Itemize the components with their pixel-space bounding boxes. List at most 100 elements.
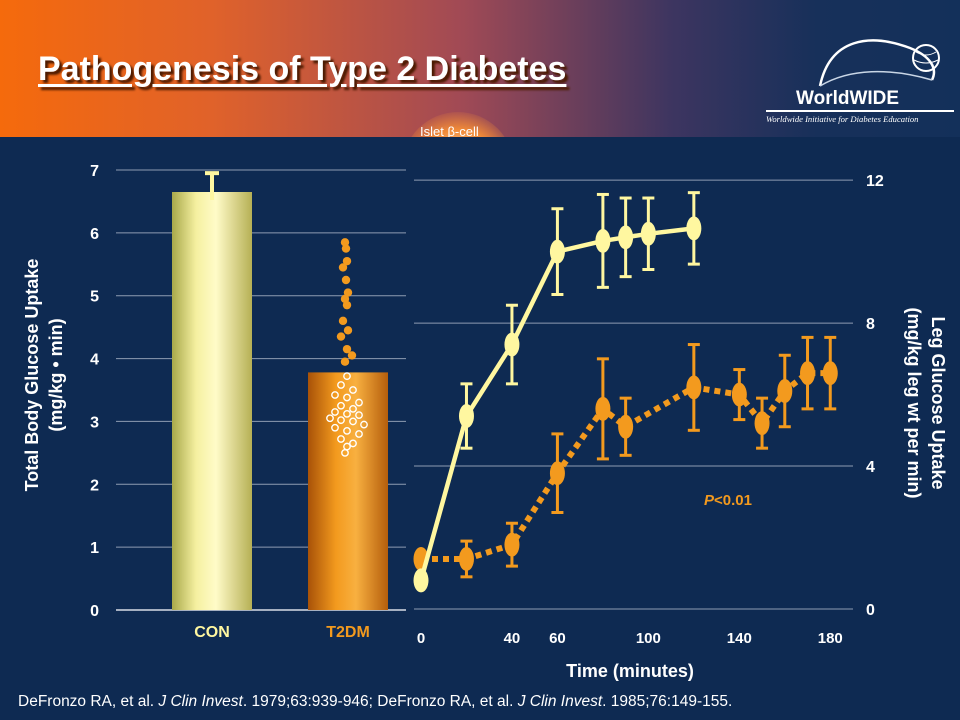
line-x-tick-label: 100 bbox=[636, 630, 661, 647]
t2dm-point-filled bbox=[347, 351, 357, 360]
bar-y-tick-label: 3 bbox=[90, 414, 99, 431]
bar-y-tick-label: 6 bbox=[90, 226, 99, 243]
t2dm-point-filled bbox=[343, 326, 353, 335]
citation: DeFronzo RA, et al. J Clin Invest. 1979;… bbox=[18, 693, 732, 711]
series-point bbox=[731, 382, 747, 407]
bar-category-label: CON bbox=[194, 624, 230, 641]
t2dm-point-open bbox=[349, 404, 357, 413]
citation-journal-1: J Clin Invest bbox=[158, 693, 243, 710]
citation-journal-2: J Clin Invest bbox=[517, 693, 603, 710]
t2dm-point-open bbox=[343, 409, 351, 418]
bar-t2dm bbox=[308, 372, 388, 610]
series-point bbox=[686, 216, 702, 241]
bar-y-tick-label: 4 bbox=[90, 352, 99, 369]
line-chart-gridlines bbox=[414, 179, 853, 610]
t2dm-point-open bbox=[343, 372, 351, 381]
bar-y-tick-label: 7 bbox=[90, 163, 99, 180]
series-point bbox=[754, 411, 770, 436]
series-t2dm bbox=[413, 335, 838, 579]
series-point bbox=[618, 225, 634, 250]
t2dm-point-open bbox=[331, 408, 339, 416]
t2dm-point-filled bbox=[338, 263, 348, 272]
t2dm-point-open bbox=[343, 393, 351, 402]
series-point bbox=[458, 404, 474, 429]
slide-title: Pathogenesis of Type 2 Diabetes bbox=[38, 50, 567, 88]
t2dm-point-open bbox=[326, 414, 334, 423]
line-x-tick-label: 60 bbox=[549, 630, 566, 647]
line-x-tick-label: 0 bbox=[417, 630, 425, 647]
line-y-tick-label: 12 bbox=[866, 173, 884, 190]
t2dm-point-open bbox=[337, 416, 345, 425]
series-con bbox=[413, 191, 702, 593]
p-value-annotation: P<0.01 bbox=[704, 492, 752, 509]
logo-tagline: Worldwide Initiative for Diabetes Educat… bbox=[766, 114, 919, 124]
t2dm-point-filled bbox=[340, 238, 350, 247]
p-value-rest: <0.01 bbox=[714, 492, 752, 509]
islet-badge-label: Islet β-cell bbox=[420, 124, 479, 139]
series-point bbox=[800, 361, 816, 386]
citation-part-3: . 1985;76:149-155. bbox=[602, 693, 733, 710]
t2dm-point-filled bbox=[340, 357, 350, 366]
t2dm-point-filled bbox=[341, 244, 351, 253]
worldwide-logo-icon bbox=[818, 39, 940, 87]
citation-part-1: DeFronzo RA, et al. bbox=[18, 693, 159, 710]
series-point bbox=[549, 239, 565, 264]
t2dm-point-filled bbox=[342, 256, 352, 266]
p-value-italic: P bbox=[704, 492, 715, 509]
t2dm-point-open bbox=[341, 448, 349, 457]
citation-part-2: . 1979;63:939-946; DeFronzo RA, et al. bbox=[242, 693, 518, 710]
t2dm-point-open bbox=[331, 423, 339, 432]
series-line bbox=[421, 370, 831, 562]
t2dm-point-open bbox=[331, 391, 339, 399]
t2dm-point-filled bbox=[342, 300, 352, 310]
line-y-axis-title: Leg Glucose Uptake(mg/kg leg wt per min) bbox=[904, 307, 948, 498]
t2dm-point-open bbox=[337, 435, 345, 443]
t2dm-point-filled bbox=[336, 332, 346, 341]
line-y-tick-label: 8 bbox=[866, 316, 875, 333]
t2dm-point-filled bbox=[338, 316, 348, 326]
series-point bbox=[686, 375, 702, 400]
t2dm-point-filled bbox=[342, 344, 352, 354]
t2dm-point-open bbox=[360, 420, 368, 429]
bar-category-label: T2DM bbox=[326, 624, 370, 641]
header-banner bbox=[0, 0, 960, 137]
line-x-tick-label: 140 bbox=[727, 630, 752, 647]
bar-y-tick-label: 0 bbox=[90, 603, 99, 620]
plot-background bbox=[0, 137, 960, 720]
t2dm-point-open bbox=[355, 398, 363, 407]
bar-y-axis-title-line-1: Total Body Glucose Uptake bbox=[22, 259, 42, 492]
t2dm-point-open bbox=[349, 439, 357, 448]
series-point bbox=[504, 532, 520, 557]
series-point bbox=[595, 228, 611, 253]
t2dm-point-filled bbox=[343, 288, 353, 297]
bar-y-tick-label: 2 bbox=[90, 477, 99, 494]
logo-name: WorldWIDE bbox=[796, 88, 900, 109]
t2dm-point-open bbox=[337, 401, 345, 410]
t2dm-point-open bbox=[355, 430, 363, 438]
t2dm-point-open bbox=[349, 386, 357, 394]
line-x-tick-label: 40 bbox=[504, 630, 521, 647]
bar-y-tick-label: 5 bbox=[90, 289, 99, 306]
line-y-tick-label: 0 bbox=[866, 602, 875, 619]
bar-y-axis-title-line-2: (mg/kg • min) bbox=[46, 318, 66, 431]
line-x-tick-label: 180 bbox=[818, 630, 843, 647]
t2dm-point-open bbox=[337, 381, 345, 389]
line-y-axis-title-line-1: Leg Glucose Uptake bbox=[928, 316, 948, 489]
t2dm-point-filled bbox=[341, 275, 351, 285]
series-point bbox=[504, 332, 520, 357]
bar-y-axis-title: Total Body Glucose Uptake (mg/kg • min) bbox=[22, 259, 66, 492]
bar-y-tick-label: 1 bbox=[90, 540, 99, 557]
line-y-tick-label: 4 bbox=[866, 459, 875, 476]
t2dm-individual-points bbox=[326, 238, 368, 457]
series-point bbox=[618, 414, 634, 439]
t2dm-point-open bbox=[343, 426, 351, 435]
series-point bbox=[458, 546, 474, 571]
series-point bbox=[549, 461, 565, 486]
bar-con bbox=[172, 192, 252, 610]
series-point bbox=[822, 361, 838, 386]
series-point bbox=[413, 568, 429, 593]
line-x-axis-title: Time (minutes) bbox=[566, 661, 694, 681]
series-point bbox=[595, 396, 611, 421]
